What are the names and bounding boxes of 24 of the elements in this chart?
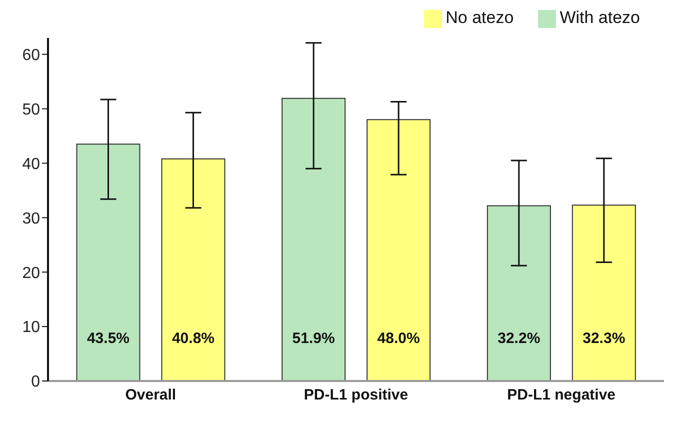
y-tick-label: 60 [22, 47, 40, 64]
data-label: 43.5% [86, 330, 130, 347]
bar [161, 158, 226, 381]
legend-label: No atezo [446, 8, 514, 27]
bar [76, 144, 140, 381]
x-tick-label: PD-L1 negative [507, 386, 616, 404]
data-label: 51.9% [292, 330, 335, 347]
bar [486, 205, 551, 381]
y-tick-label: 30 [22, 210, 40, 228]
y-tick-label: 50 [22, 101, 40, 118]
y-tick-label: 20 [22, 264, 40, 282]
data-label: 48.0% [377, 330, 420, 347]
data-label: 40.8% [172, 330, 215, 347]
x-tick-label: PD-L1 positive [304, 386, 408, 404]
bar [282, 98, 346, 381]
bar [572, 204, 636, 381]
y-tick-label: 0 [31, 374, 40, 391]
data-label: 32.2% [498, 330, 540, 347]
legend-label: With atezo [560, 8, 640, 27]
bar [366, 119, 431, 381]
x-tick-label: Overall [125, 386, 176, 404]
y-tick-label: 10 [22, 319, 40, 336]
y-tick-label: 40 [22, 156, 40, 173]
data-label: 32.3% [582, 330, 626, 347]
